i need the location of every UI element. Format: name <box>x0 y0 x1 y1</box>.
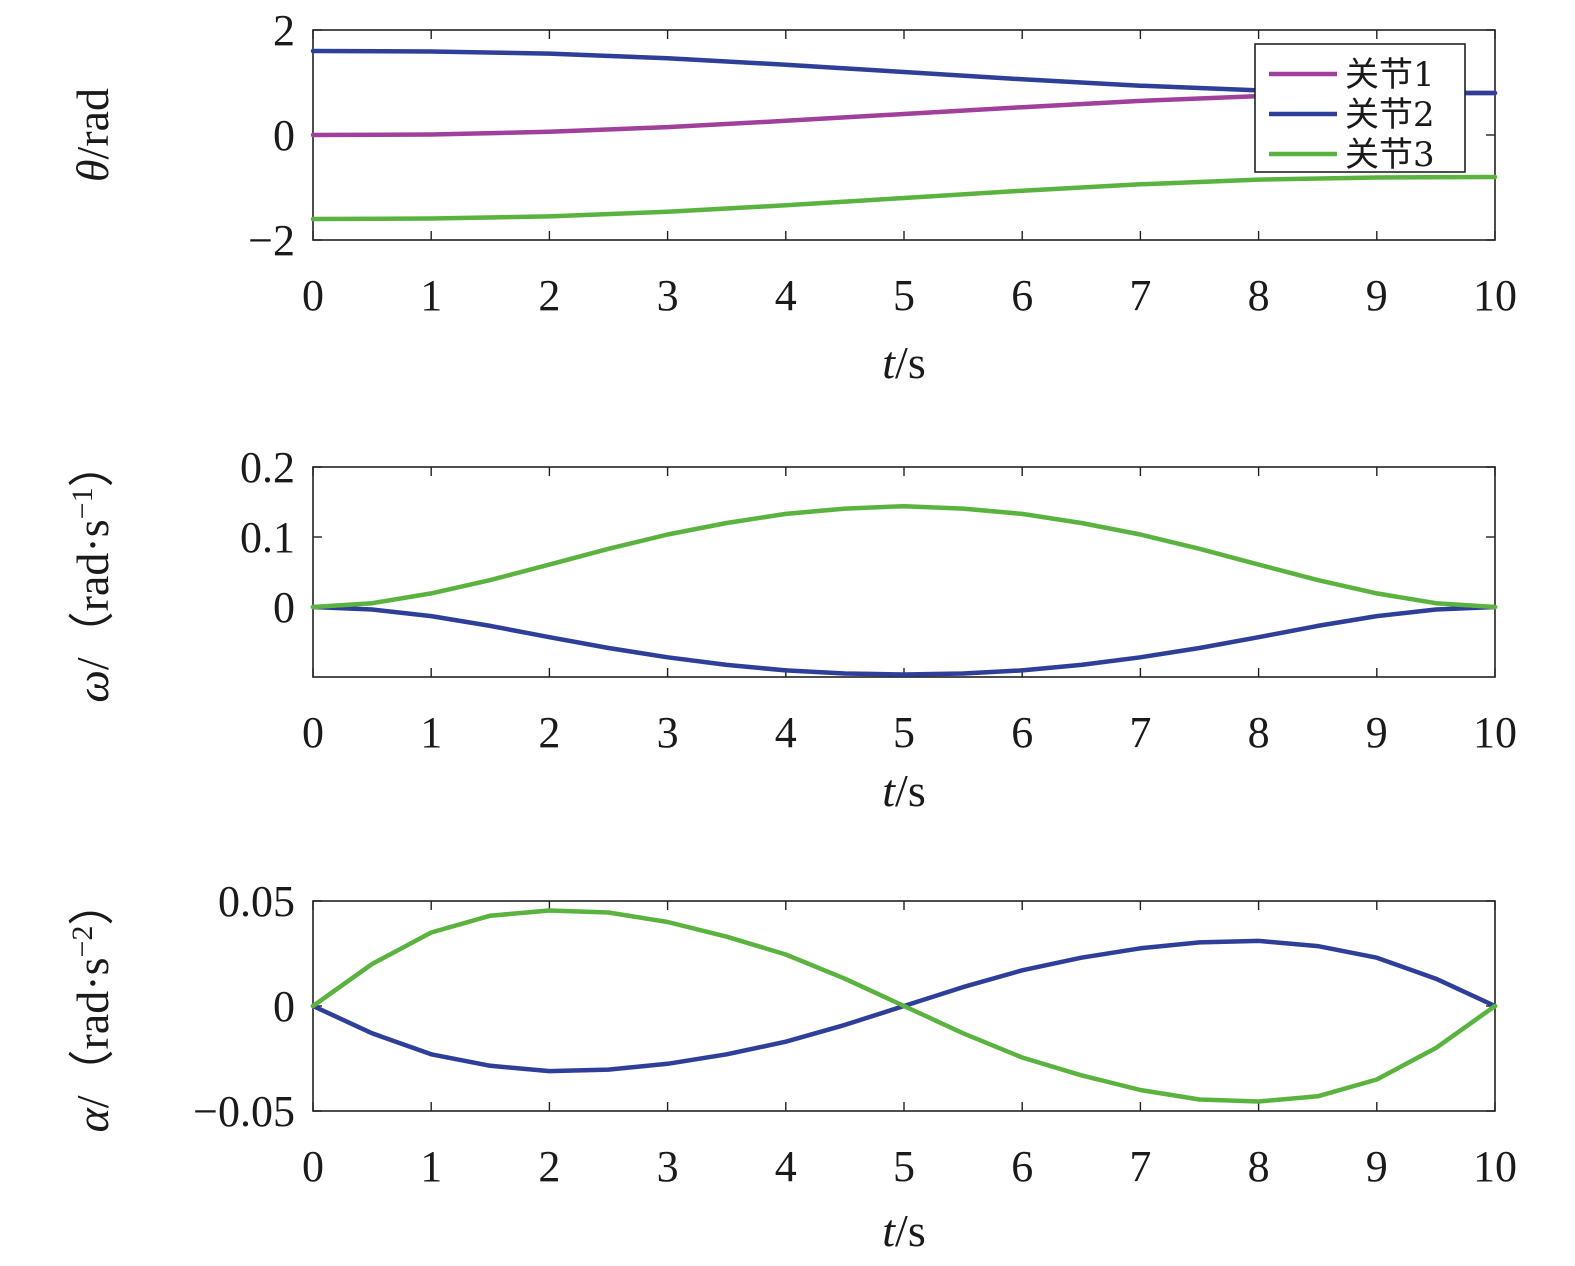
x-tick-label: 9 <box>1366 1142 1388 1191</box>
x-tick-label: 3 <box>657 1142 679 1191</box>
y-tick-label: 0.1 <box>240 513 295 562</box>
x-tick-label: 5 <box>893 1142 915 1191</box>
x-axis-label: t/s <box>882 337 925 388</box>
y-tick-label: 0.05 <box>218 877 295 926</box>
x-tick-label: 7 <box>1129 271 1151 320</box>
x-tick-label: 2 <box>538 708 560 757</box>
series-line-2 <box>310 908 1498 1104</box>
x-tick-label: 4 <box>775 271 797 320</box>
x-tick-label: 10 <box>1473 271 1517 320</box>
y-axis-label: ω/（rad·s−1） <box>66 441 118 702</box>
x-tick-label: 4 <box>775 708 797 757</box>
x-tick-label: 1 <box>420 708 442 757</box>
x-tick-label: 1 <box>420 1142 442 1191</box>
y-tick-label: 0.2 <box>240 443 295 492</box>
legend-box <box>1254 43 1466 173</box>
series-line-2 <box>310 503 1498 610</box>
joint-velocity-panel: 0 1 2 3 4 5 6 7 8 9 10 0.2 0.1 0 t/s ω/（rad·s−1） <box>66 441 1517 816</box>
legend-label-3: 关节3 <box>1345 135 1435 175</box>
legend-label-2: 关节2 <box>1345 95 1435 135</box>
x-tick-label: 1 <box>420 271 442 320</box>
x-tick-label: 6 <box>1011 271 1033 320</box>
x-tick-label: 0 <box>302 1142 324 1191</box>
x-tick-label: 0 <box>302 708 324 757</box>
y-axis-label: α/（rad·s−2） <box>66 880 118 1133</box>
x-tick-label: 10 <box>1473 708 1517 757</box>
x-tick-label: 7 <box>1129 1142 1151 1191</box>
y-tick-label: −2 <box>248 216 295 265</box>
series-line-1 <box>310 604 1498 677</box>
legend-label-1: 关节1 <box>1345 55 1435 95</box>
plot-frame <box>312 466 1496 678</box>
x-tick-label: 4 <box>775 1142 797 1191</box>
x-tick-label: 9 <box>1366 708 1388 757</box>
y-tick-label: 2 <box>273 6 295 55</box>
y-tick-label: −0.05 <box>193 1087 295 1136</box>
x-tick-label: 3 <box>657 708 679 757</box>
x-tick-label: 7 <box>1129 708 1151 757</box>
x-tick-label: 9 <box>1366 271 1388 320</box>
x-tick-label: 6 <box>1011 1142 1033 1191</box>
x-tick-label: 5 <box>893 271 915 320</box>
y-tick-label: 0 <box>273 982 295 1031</box>
joint-acceleration-panel: 0 1 2 3 4 5 6 7 8 9 100.050−0.05t/sα/（rad·s−2） <box>66 877 1517 1256</box>
x-tick-label: 0 <box>302 271 324 320</box>
x-tick-label: 8 <box>1248 708 1270 757</box>
y-axis-label: θ/rad <box>67 88 118 182</box>
y-tick-label: 0 <box>273 111 295 160</box>
x-tick-label: 2 <box>538 271 560 320</box>
x-tick-label: 10 <box>1473 1142 1517 1191</box>
x-tick-label: 2 <box>538 1142 560 1191</box>
x-tick-label: 8 <box>1248 271 1270 320</box>
x-tick-label: 6 <box>1011 708 1033 757</box>
x-tick-label: 8 <box>1248 1142 1270 1191</box>
x-axis-label: t/s <box>882 765 925 816</box>
x-tick-label: 3 <box>657 271 679 320</box>
series-line-3 <box>310 174 1498 222</box>
x-axis-label: t/s <box>882 1205 925 1256</box>
y-tick-label: 0 <box>273 583 295 632</box>
x-tick-label: 5 <box>893 708 915 757</box>
